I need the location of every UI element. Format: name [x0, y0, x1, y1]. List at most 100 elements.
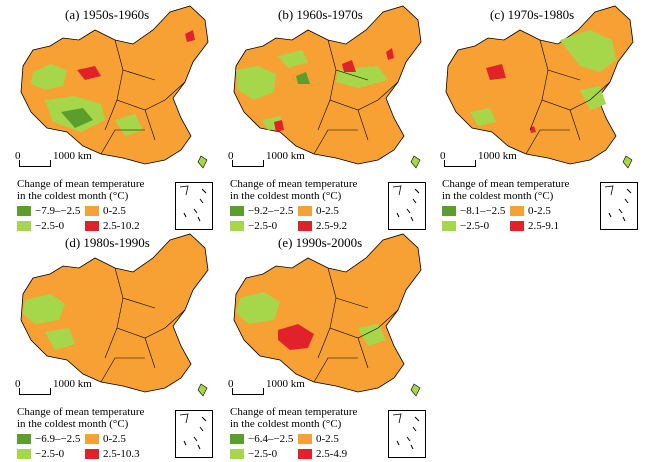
swatch [17, 449, 31, 459]
legend-label: −2.5-0 [248, 220, 278, 232]
legend-label: −2.5-0 [35, 220, 65, 232]
panel-title: (c) 1970s-1980s [490, 7, 575, 22]
china-map-a [20, 5, 209, 169]
swatch [298, 221, 312, 231]
legend-label: −6.9–−2.5 [35, 433, 81, 445]
china-map-b [233, 5, 422, 169]
swatch [17, 434, 31, 444]
legend-label: 0-2.5 [316, 205, 339, 217]
swatch [85, 434, 99, 444]
panel-title: (a) 1950s-1960s [65, 7, 150, 22]
china-map-d [20, 233, 209, 397]
legend-title-line1: Change of mean temperature [442, 178, 570, 190]
inset-map [392, 413, 420, 450]
legend-title: Change of mean temperature in the coldes… [230, 406, 357, 430]
legend-title-line1: Change of mean temperature [230, 406, 358, 418]
legend-item-dark-green: −6.4–−2.5 [230, 433, 293, 445]
legend-label: −9.2–−2.5 [248, 205, 294, 217]
legend-label: 0-2.5 [316, 433, 339, 445]
scale-zero-label: 0 [228, 150, 234, 162]
south-china-sea-inset [600, 182, 638, 230]
legend-item-light-green: −2.5-0 [17, 448, 64, 460]
legend-label: −7.9–−2.5 [35, 205, 81, 217]
legend-title-line1: Change of mean temperature [230, 178, 358, 190]
legend-item-red: 2.5-4.9 [298, 448, 347, 460]
swatch [85, 449, 99, 459]
map-panel-d: (d) 1980s-1990s 0 1000 km Change of mean… [5, 228, 215, 460]
inset-map [604, 185, 632, 222]
map-panel-e: (e) 1990s-2000s 0 1000 km Change of mean… [218, 228, 428, 460]
scale-bar [232, 160, 264, 167]
swatch [510, 206, 524, 216]
legend-title: Change of mean temperature in the coldes… [230, 178, 357, 202]
south-china-sea-inset [388, 410, 426, 458]
china-map-e [233, 233, 422, 397]
legend-title-line2: in the coldest month (°C) [17, 190, 129, 202]
legend-title-line2: in the coldest month (°C) [442, 190, 554, 202]
legend-item-dark-green: −9.2–−2.5 [230, 205, 293, 217]
swatch [17, 206, 31, 216]
legend-label: 0-2.5 [103, 433, 126, 445]
legend-label: 2.5-10.3 [103, 448, 140, 460]
south-china-sea-inset [175, 182, 213, 230]
legend-title-line2: in the coldest month (°C) [230, 190, 342, 202]
legend-label: 2.5-9.2 [316, 220, 348, 232]
legend-item-orange: 0-2.5 [85, 433, 126, 445]
swatch [442, 221, 456, 231]
legend-label: 2.5-10.2 [103, 220, 140, 232]
legend-title: Change of mean temperature in the coldes… [17, 406, 144, 430]
scale-distance-label: 1000 km [266, 378, 305, 390]
legend-item-orange: 0-2.5 [510, 205, 551, 217]
scale-zero-label: 0 [228, 378, 234, 390]
south-china-sea-inset [175, 410, 213, 458]
legend-item-light-green: −2.5-0 [442, 220, 489, 232]
legend-label: 0-2.5 [528, 205, 551, 217]
scale-zero-label: 0 [15, 378, 21, 390]
legend-item-orange: 0-2.5 [85, 205, 126, 217]
swatch [298, 449, 312, 459]
scale-zero-label: 0 [440, 150, 446, 162]
swatch [85, 206, 99, 216]
legend-label: −2.5-0 [35, 448, 65, 460]
swatch [230, 206, 244, 216]
legend-item-red: 2.5-9.2 [298, 220, 347, 232]
scale-distance-label: 1000 km [478, 150, 517, 162]
legend-title-line1: Change of mean temperature [17, 178, 145, 190]
scale-zero-label: 0 [15, 150, 21, 162]
legend-title-line2: in the coldest month (°C) [17, 418, 129, 430]
legend-item-dark-green: −7.9–−2.5 [17, 205, 80, 217]
scale-bar [444, 160, 476, 167]
swatch [298, 434, 312, 444]
legend-item-dark-green: −6.9–−2.5 [17, 433, 80, 445]
map-panel-a: (a) 1950s-1960s 0 1000 km Change of mean… [5, 0, 215, 232]
inset-map [392, 185, 420, 222]
legend-item-light-green: −2.5-0 [230, 448, 277, 460]
legend-item-red: 2.5-10.2 [85, 220, 140, 232]
legend-item-light-green: −2.5-0 [17, 220, 64, 232]
scale-distance-label: 1000 km [53, 150, 92, 162]
scale-bar [19, 388, 51, 395]
china-map-c [445, 5, 634, 169]
legend-label: −2.5-0 [460, 220, 490, 232]
legend-item-red: 2.5-10.3 [85, 448, 140, 460]
scale-distance-label: 1000 km [266, 150, 305, 162]
panel-title: (e) 1990s-2000s [278, 235, 363, 250]
legend-label: −8.1–−2.5 [460, 205, 506, 217]
legend-title: Change of mean temperature in the coldes… [17, 178, 144, 202]
scale-bar [232, 388, 264, 395]
legend-title-line1: Change of mean temperature [17, 406, 145, 418]
swatch [85, 221, 99, 231]
scale-distance-label: 1000 km [53, 378, 92, 390]
legend-title-line2: in the coldest month (°C) [230, 418, 342, 430]
panel-title: (b) 1960s-1970s [278, 7, 363, 22]
legend-item-red: 2.5-9.1 [510, 220, 559, 232]
legend-item-orange: 0-2.5 [298, 433, 339, 445]
inset-map [179, 413, 207, 450]
swatch [510, 221, 524, 231]
swatch [230, 449, 244, 459]
swatch [230, 434, 244, 444]
map-panel-c: (c) 1970s-1980s 0 1000 km Change of mean… [430, 0, 640, 232]
scale-bar [19, 160, 51, 167]
swatch [442, 206, 456, 216]
legend-item-light-green: −2.5-0 [230, 220, 277, 232]
